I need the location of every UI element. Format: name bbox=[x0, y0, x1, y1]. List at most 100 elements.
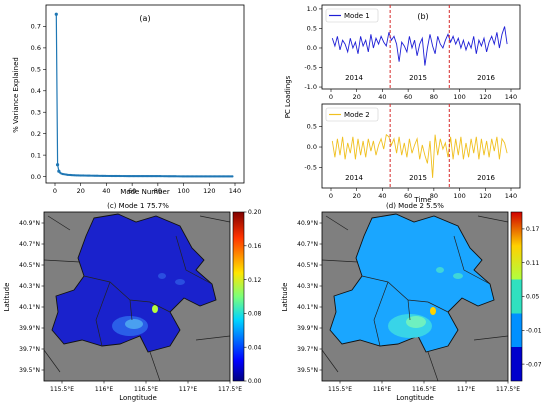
panel-b-bottom-x-tick-label: 100 bbox=[453, 192, 465, 200]
panel-a-x-tick-label: 140 bbox=[229, 187, 241, 195]
panel-a-y-tick-label: 0.5 bbox=[31, 66, 41, 74]
lat-tick-label: 40.7°N bbox=[297, 241, 318, 248]
lat-tick-label: 40.5°N bbox=[19, 262, 40, 269]
panel-d-colorbar bbox=[510, 211, 523, 382]
colorbar-tick-label: 0.00 bbox=[248, 378, 262, 385]
panel-a-x-label: Mode Number bbox=[120, 188, 170, 196]
panel-c-x-label: Longtitude bbox=[119, 394, 157, 402]
panel-b-ticks: 1.0 0.5 0.0 -0.5 -1.0 0.5 0.0 -0.5 0 0 20 20 40 40 60 6… bbox=[304, 5, 517, 200]
colorbar-tick-label: 0.16 bbox=[248, 243, 262, 250]
panel-b-bottom-x-tick-label: 140 bbox=[505, 192, 517, 200]
legend-mode-1: Mode 1 bbox=[325, 8, 379, 23]
lat-tick-label: 39.5°N bbox=[297, 367, 318, 374]
lat-tick-label: 40.1°N bbox=[297, 304, 318, 311]
panel-c: (c) Mode 1 75.7% 40.9°N 40.7°N 40.5°N 40.3°… bbox=[3, 202, 262, 402]
panel-b-top-y-tick-label: -0.5 bbox=[304, 64, 317, 72]
panel-c-colorbar-ticks: 0.20 0.16 0.12 0.08 0.04 0.00 bbox=[244, 209, 262, 385]
colorbar-tick-label: 0.05 bbox=[526, 294, 540, 301]
panel-b-y-label: PC Loadings bbox=[284, 75, 292, 118]
panel-b-bottom-x-tick-label: 120 bbox=[479, 192, 491, 200]
year-label-2015-top: 2015 bbox=[409, 74, 427, 82]
panel-d-title: (d) Mode 2 5.5% bbox=[386, 202, 444, 210]
year-label-2016-top: 2016 bbox=[477, 74, 495, 82]
panel-c-map bbox=[44, 213, 230, 381]
panel-b-bottom-x-tick-label: 40 bbox=[378, 192, 386, 200]
urban-core-d bbox=[406, 316, 426, 328]
panel-c-y-label: Latitude bbox=[3, 283, 11, 312]
district-borders-d bbox=[322, 215, 508, 381]
panel-a-y-ticks: 0.0 0.1 0.2 0.3 0.4 0.5 0.6 0.7 bbox=[31, 23, 46, 181]
panel-b-top-y-tick-label: 1.0 bbox=[307, 5, 317, 13]
panel-b-bottom-y-tick-label: -0.5 bbox=[304, 164, 317, 172]
year-label-2016-bottom: 2016 bbox=[477, 174, 495, 182]
variance-point bbox=[231, 175, 234, 178]
colorbar-tick-label: 0.20 bbox=[248, 209, 262, 216]
panel-b-bottom-x-tick-label: 80 bbox=[430, 192, 438, 200]
panel-d-colorbar-ticks: 0.17 0.11 0.05 -0.01 -0.07 bbox=[522, 226, 542, 368]
panel-b-top-x-tick-label: 100 bbox=[453, 93, 465, 101]
panel-a-y-label: % Variance Explained bbox=[12, 57, 20, 133]
panel-b-bottom-y-tick-label: 0.0 bbox=[307, 143, 317, 151]
panel-a-x-tick-label: 20 bbox=[77, 187, 85, 195]
panel-b-plot-area bbox=[331, 5, 508, 188]
panel-a-y-tick-label: 0.2 bbox=[31, 130, 41, 138]
panel-c-lat-ticks: 40.9°N 40.7°N 40.5°N 40.3°N 40.1°N 39.9°N 39.7… bbox=[19, 220, 44, 374]
panel-b-bottom-y-tick-label: 0.5 bbox=[307, 123, 317, 131]
lon-tick-label: 116.5°E bbox=[412, 386, 436, 393]
panel-b-bottom-x-tick-label: 0 bbox=[329, 192, 333, 200]
panel-b-top-x-tick-label: 80 bbox=[430, 93, 438, 101]
lat-tick-label: 40.3°N bbox=[297, 283, 318, 290]
panel-a-label: (a) bbox=[139, 14, 150, 23]
panel-b-bottom-x-tick-label: 20 bbox=[353, 192, 361, 200]
lat-tick-label: 39.9°N bbox=[297, 325, 318, 332]
lon-tick-label: 116.5°E bbox=[134, 386, 158, 393]
hotspot-d bbox=[430, 307, 436, 315]
lat-tick-label: 39.5°N bbox=[19, 367, 40, 374]
lon-tick-label: 117°E bbox=[179, 386, 197, 393]
panel-a-y-tick-label: 0.3 bbox=[31, 108, 41, 116]
panel-a-x-tick-label: 40 bbox=[102, 187, 110, 195]
panel-a-y-tick-label: 0.4 bbox=[31, 87, 41, 95]
lon-tick-label: 116°E bbox=[373, 386, 391, 393]
lon-tick-label: 115.5°E bbox=[50, 386, 74, 393]
lat-tick-label: 40.9°N bbox=[19, 220, 40, 227]
panel-b-top-x-tick-label: 20 bbox=[353, 93, 361, 101]
panel-b-top-x-tick-label: 40 bbox=[378, 93, 386, 101]
panel-a-frame bbox=[45, 4, 245, 184]
legend-mode-2-label: Mode 2 bbox=[344, 111, 370, 119]
panel-a-y-tick-label: 0.1 bbox=[31, 151, 41, 159]
panel-b-top-x-tick-label: 120 bbox=[479, 93, 491, 101]
panel-b: (b) Mode 1 Mode 2 2014 2015 2016 2014 20… bbox=[284, 4, 521, 204]
panel-a-x-tick-label: 0 bbox=[53, 187, 57, 195]
colorbar-tick-label: 0.12 bbox=[248, 277, 262, 284]
panel-a-y-tick-label: 0.6 bbox=[31, 44, 41, 52]
panel-b-bottom-x-tick-label: 60 bbox=[404, 192, 412, 200]
variance-point bbox=[54, 12, 58, 16]
panel-a-x-tick-label: 120 bbox=[203, 187, 215, 195]
panel-d-y-label: Latitude bbox=[281, 283, 289, 312]
year-label-2015-bottom: 2015 bbox=[409, 174, 427, 182]
hotspot-c bbox=[152, 305, 158, 313]
legend-mode-2: Mode 2 bbox=[325, 107, 379, 122]
panel-d-x-label: Longtitude bbox=[396, 394, 434, 402]
panel-b-top-y-tick-label: 0.0 bbox=[307, 44, 317, 52]
lat-tick-label: 40.7°N bbox=[19, 241, 40, 248]
panel-c-lon-ticks: 115.5°E 116°E 116.5°E 117°E 117.5°E bbox=[50, 381, 242, 393]
panel-b-top-x-tick-label: 140 bbox=[505, 93, 517, 101]
lon-tick-label: 116°E bbox=[95, 386, 113, 393]
lat-tick-label: 40.5°N bbox=[297, 262, 318, 269]
panel-a: (a) 0.0 0.1 0.2 0.3 0.4 0.5 0.6 0.7 0 20 40 60 80 10… bbox=[12, 4, 245, 196]
district-borders-c bbox=[44, 215, 230, 381]
colorbar-tick-label: 0.17 bbox=[526, 226, 540, 233]
year-label-2014-top: 2014 bbox=[345, 74, 363, 82]
panel-b-top-y-tick-label: -1.0 bbox=[304, 83, 317, 91]
panel-b-top-x-tick-label: 60 bbox=[404, 93, 412, 101]
panel-d-lon-ticks: 115.5°E 116°E 116.5°E 117°E 117.5°E bbox=[328, 381, 520, 393]
legend-mode-1-label: Mode 1 bbox=[344, 12, 370, 20]
lat-tick-label: 40.9°N bbox=[297, 220, 318, 227]
colorbar-tick-label: -0.07 bbox=[526, 361, 542, 368]
panel-d: (d) Mode 2 5.5% 40.9°N 40.7°N 40.5°N 40.3°N… bbox=[281, 202, 542, 402]
lon-tick-label: 117°E bbox=[457, 386, 475, 393]
lat-tick-label: 40.3°N bbox=[19, 283, 40, 290]
